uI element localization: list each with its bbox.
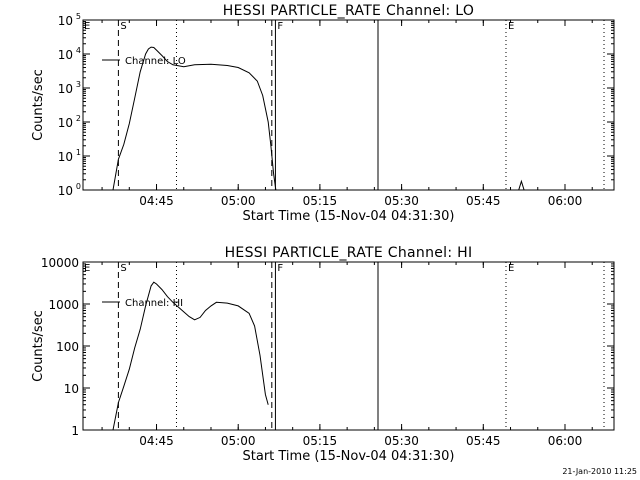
y-tick-label: 10 <box>58 82 73 96</box>
chart-title: HESSI PARTICLE_RATE Channel: HI <box>225 245 473 261</box>
x-tick-label: 05:00 <box>221 434 256 448</box>
x-tick-label: 05:30 <box>384 194 419 208</box>
chart-title: HESSI PARTICLE_RATE Channel: LO <box>223 3 474 19</box>
data-series-line-1 <box>112 281 269 430</box>
corner-marker-label: E <box>84 21 90 32</box>
x-tick-label: 05:15 <box>303 194 338 208</box>
y-tick-exponent: 3 <box>76 80 81 89</box>
corner-marker-label: E <box>84 263 90 274</box>
y-tick-exponent: 5 <box>76 12 81 21</box>
x-tick-label: 06:00 <box>548 194 583 208</box>
event-marker-label: S <box>120 21 126 32</box>
data-series-line-1 <box>112 46 277 190</box>
y-tick-label: 10 <box>64 382 79 396</box>
y-tick-exponent: 2 <box>76 114 81 123</box>
data-series-line-2 <box>518 179 525 190</box>
legend-label: Channel: LO <box>125 56 186 67</box>
x-tick-label: 04:45 <box>139 434 174 448</box>
x-tick-label: 05:45 <box>466 434 501 448</box>
event-marker-label: E <box>508 263 514 274</box>
x-tick-label: 05:30 <box>384 434 419 448</box>
y-tick-exponent: 1 <box>76 148 81 157</box>
x-axis-label: Start Time (15-Nov-04 04:31:30) <box>243 449 455 464</box>
y-tick-label: 10 <box>58 184 73 198</box>
plot-frame <box>82 19 615 191</box>
y-tick-exponent: 0 <box>76 182 81 191</box>
y-tick-label: 10 <box>58 48 73 62</box>
y-tick-label: 1 <box>71 424 79 438</box>
event-marker-label: S <box>120 263 126 274</box>
x-tick-label: 05:15 <box>303 434 338 448</box>
y-tick-label: 10 <box>58 14 73 28</box>
y-tick-label: 10 <box>58 116 73 130</box>
chart-panel-2: HESSI PARTICLE_RATE Channel: HI 04:45 05:0… <box>31 245 615 464</box>
y-tick-label: 100 <box>56 340 79 354</box>
y-axis-label: Counts/sec <box>31 310 46 382</box>
x-tick-label: 06:00 <box>548 434 583 448</box>
x-tick-label: 04:45 <box>139 194 174 208</box>
y-tick-exponent: 4 <box>76 46 81 55</box>
chart-panel-1: HESSI PARTICLE_RATE Channel: LO 04:45 05:0… <box>31 3 615 224</box>
x-axis-label: Start Time (15-Nov-04 04:31:30) <box>243 209 455 224</box>
y-tick-label: 10000 <box>41 256 79 270</box>
event-marker-label: F <box>277 263 283 274</box>
plot-frame <box>82 261 615 431</box>
footer-timestamp: 21-Jan-2010 11:25 <box>562 467 637 476</box>
legend-label: Channel: HI <box>125 298 183 309</box>
x-tick-label: 05:00 <box>221 194 256 208</box>
y-tick-label: 10 <box>58 150 73 164</box>
event-marker-label: E <box>508 21 514 32</box>
y-axis-label: Counts/sec <box>31 69 46 141</box>
y-tick-label: 1000 <box>48 298 79 312</box>
event-marker-label: F <box>277 21 283 32</box>
x-tick-label: 05:45 <box>466 194 501 208</box>
